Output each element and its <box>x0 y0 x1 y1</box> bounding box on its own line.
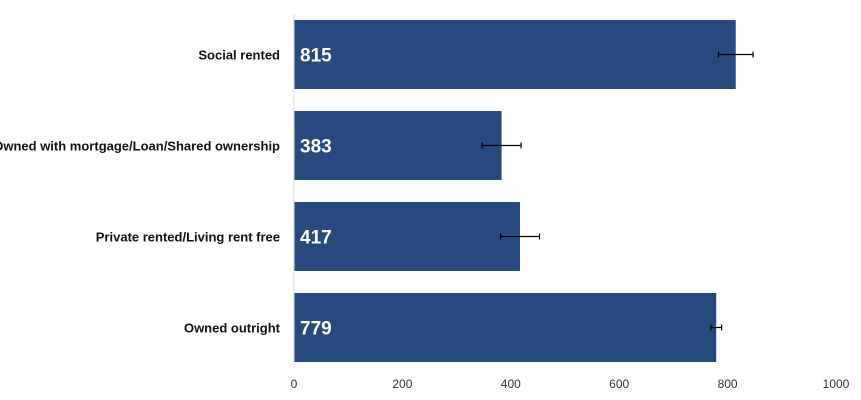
data-label-owned-with-mortgage-loan-shared-ownership: 383 <box>300 137 332 158</box>
category-label-social-rented: Social rented <box>198 48 280 63</box>
data-label-private-rented-living-rent-free: 417 <box>300 228 332 249</box>
category-label-owned-with-mortgage-loan-shared-ownership: Owned with mortgage/Loan/Shared ownershi… <box>0 139 280 154</box>
x-tick-label-1000: 1000 <box>823 377 850 391</box>
data-label-owned-outright: 779 <box>300 319 332 340</box>
x-tick-label-400: 400 <box>501 377 521 391</box>
x-tick-label-200: 200 <box>392 377 412 391</box>
bar-social-rented <box>294 20 736 89</box>
data-label-social-rented: 815 <box>300 46 332 67</box>
x-tick-label-800: 800 <box>718 377 738 391</box>
category-label-private-rented-living-rent-free: Private rented/Living rent free <box>96 230 280 245</box>
x-tick-label-600: 600 <box>609 377 629 391</box>
category-label-owned-outright: Owned outright <box>184 321 281 336</box>
bar-owned-outright <box>294 293 716 362</box>
x-tick-label-0: 0 <box>291 377 298 391</box>
